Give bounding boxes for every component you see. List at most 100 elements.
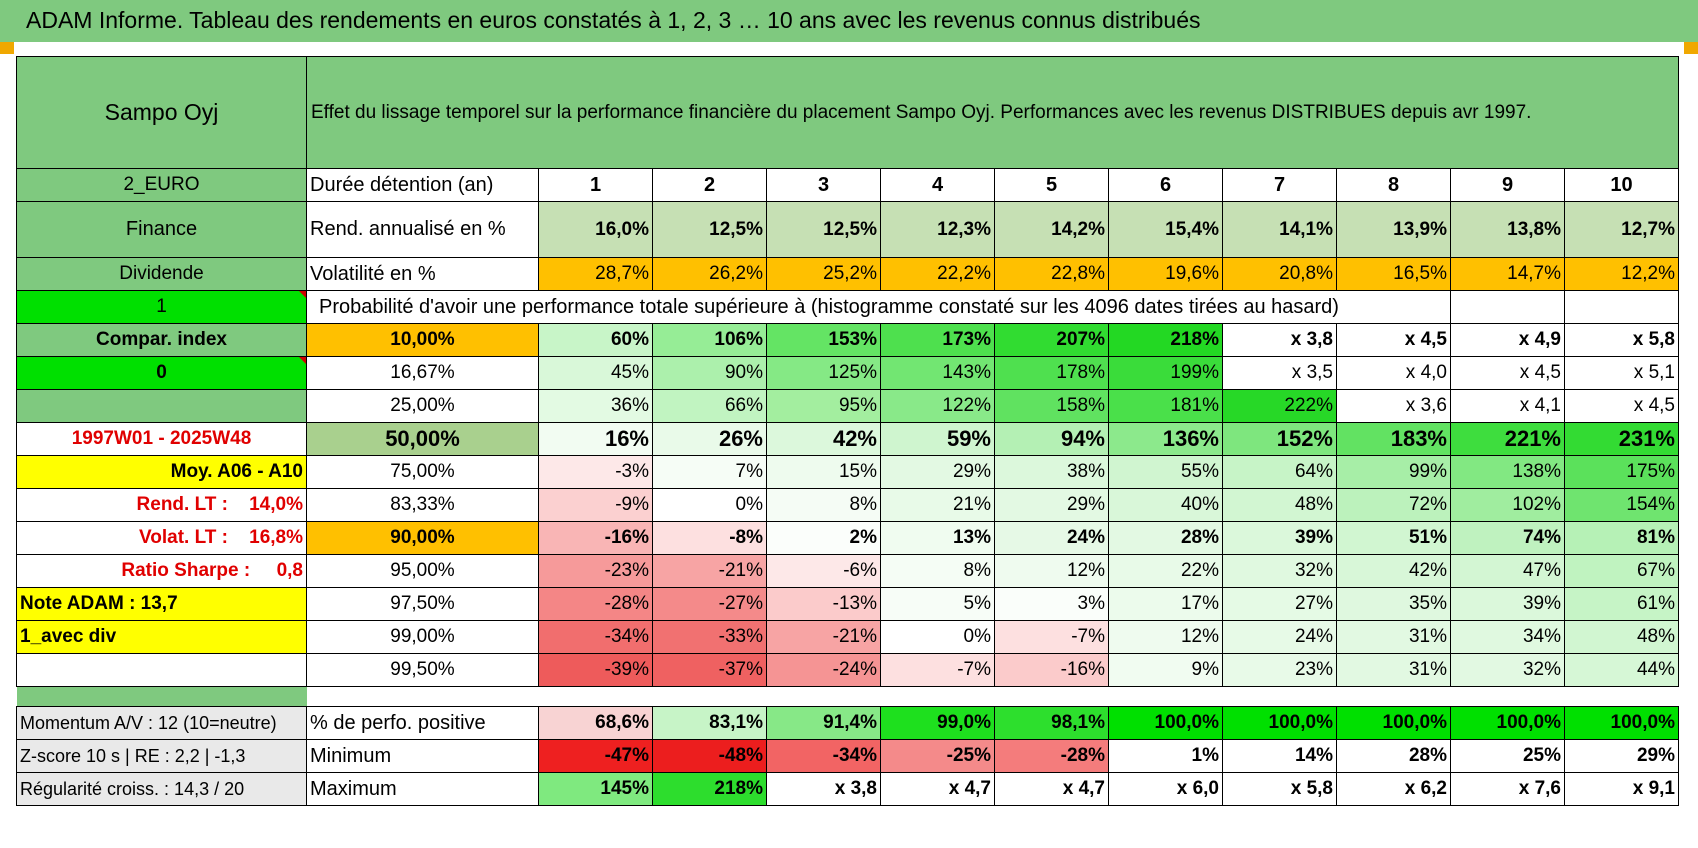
probability-cell: 136% [1108, 422, 1223, 456]
period-label: 1997W01 - 2025W48 [16, 422, 307, 456]
empty-cell [1564, 290, 1679, 324]
rend-cell: 13,8% [1450, 201, 1565, 258]
corner-marker-left [0, 42, 14, 54]
minimum-cell: 29% [1564, 739, 1679, 773]
probability-cell: 21% [880, 488, 995, 522]
probability-cell: 34% [1450, 620, 1565, 654]
probability-cell: 7% [652, 455, 767, 489]
probability-cell: 8% [880, 554, 995, 588]
probability-cell: 12% [994, 554, 1109, 588]
percentile-label: 83,33% [306, 488, 539, 522]
probability-cell: 154% [1564, 488, 1679, 522]
minimum-cell: -25% [880, 739, 995, 773]
vol-cell: 12,2% [1564, 257, 1679, 291]
rend-cell: 12,3% [880, 201, 995, 258]
probability-cell: x 5,1 [1564, 356, 1679, 390]
probability-cell: 13% [880, 521, 995, 555]
probability-cell: 36% [538, 389, 653, 423]
div-label: 1_avec div [16, 620, 307, 654]
probability-cell: 32% [1222, 554, 1337, 588]
probability-cell: 29% [994, 488, 1109, 522]
year-header: 1 [538, 168, 653, 202]
probability-cell: -9% [538, 488, 653, 522]
probability-cell: -27% [652, 587, 767, 621]
probability-cell: 26% [652, 422, 767, 456]
positive-cell: 100,0% [1222, 706, 1337, 740]
probability-cell: x 4,0 [1336, 356, 1451, 390]
maximum-cell: x 4,7 [994, 772, 1109, 806]
probability-cell: -34% [538, 620, 653, 654]
year-header: 4 [880, 168, 995, 202]
probability-cell: -39% [538, 653, 653, 687]
probability-cell: 102% [1450, 488, 1565, 522]
probability-cell: 29% [880, 455, 995, 489]
sharpe-label: Ratio Sharpe : 0,8 [16, 554, 307, 588]
probability-cell: -21% [766, 620, 881, 654]
probability-cell: 99% [1336, 455, 1451, 489]
year-header: 5 [994, 168, 1109, 202]
probability-cell: 9% [1108, 653, 1223, 687]
rend-cell: 15,4% [1108, 201, 1223, 258]
percentile-label: 50,00% [306, 422, 539, 456]
maximum-cell: 145% [538, 772, 653, 806]
empty-cell [1450, 290, 1565, 324]
separator-blank [307, 687, 1679, 707]
probability-cell: 222% [1222, 389, 1337, 423]
percentile-label: 16,67% [306, 356, 539, 390]
row-label: Maximum [306, 772, 539, 806]
probability-cell: 47% [1450, 554, 1565, 588]
positive-cell: 91,4% [766, 706, 881, 740]
probability-cell: 221% [1450, 422, 1565, 456]
vol-cell: 28,7% [538, 257, 653, 291]
probability-cell: 48% [1564, 620, 1679, 654]
percentile-label: 75,00% [306, 455, 539, 489]
probability-cell: 94% [994, 422, 1109, 456]
input-cell-1: 1 [16, 290, 307, 324]
maximum-cell: x 5,8 [1222, 772, 1337, 806]
probability-cell: 42% [1336, 554, 1451, 588]
percentile-label: 99,00% [306, 620, 539, 654]
probability-cell: 199% [1108, 356, 1223, 390]
probability-cell: 44% [1564, 653, 1679, 687]
minimum-cell: 14% [1222, 739, 1337, 773]
probability-cell: -13% [766, 587, 881, 621]
year-header: 9 [1450, 168, 1565, 202]
probability-cell: -23% [538, 554, 653, 588]
minimum-cell: 1% [1108, 739, 1223, 773]
probability-cell: -16% [538, 521, 653, 555]
row-label: % de perfo. positive [306, 706, 539, 740]
probability-cell: 39% [1222, 521, 1337, 555]
probability-cell: -6% [766, 554, 881, 588]
vol-label: Volatilité en % [306, 257, 539, 291]
probability-cell: 0% [880, 620, 995, 654]
percentile-label: 90,00% [306, 521, 539, 555]
probability-cell: 178% [994, 356, 1109, 390]
probability-cell: -8% [652, 521, 767, 555]
currency-label: 2_EURO [16, 168, 307, 202]
probability-cell: 51% [1336, 521, 1451, 555]
probability-cell: 67% [1564, 554, 1679, 588]
percentile-label: 95,00% [306, 554, 539, 588]
probability-cell: -28% [538, 587, 653, 621]
positive-cell: 100,0% [1564, 706, 1679, 740]
positive-cell: 98,1% [994, 706, 1109, 740]
volat-lt-label: Volat. LT : 16,8% [16, 521, 307, 555]
probability-cell: 24% [1222, 620, 1337, 654]
probability-cell: 22% [1108, 554, 1223, 588]
year-header: 3 [766, 168, 881, 202]
probability-cell: 40% [1108, 488, 1223, 522]
report-title: ADAM Informe. Tableau des rendements en … [26, 7, 1201, 33]
probability-cell: 143% [880, 356, 995, 390]
maximum-cell: x 7,6 [1450, 772, 1565, 806]
probability-cell: 24% [994, 521, 1109, 555]
maximum-cell: x 9,1 [1564, 772, 1679, 806]
asset-name: Sampo Oyj [16, 56, 307, 169]
year-header: 6 [1108, 168, 1223, 202]
probability-cell: 95% [766, 389, 881, 423]
empty-green-cell [16, 389, 307, 423]
probability-cell: -33% [652, 620, 767, 654]
type-label: Dividende [16, 257, 307, 291]
note-adam-label: Note ADAM : 13,7 [16, 587, 307, 621]
minimum-cell: -47% [538, 739, 653, 773]
probability-cell: 175% [1564, 455, 1679, 489]
